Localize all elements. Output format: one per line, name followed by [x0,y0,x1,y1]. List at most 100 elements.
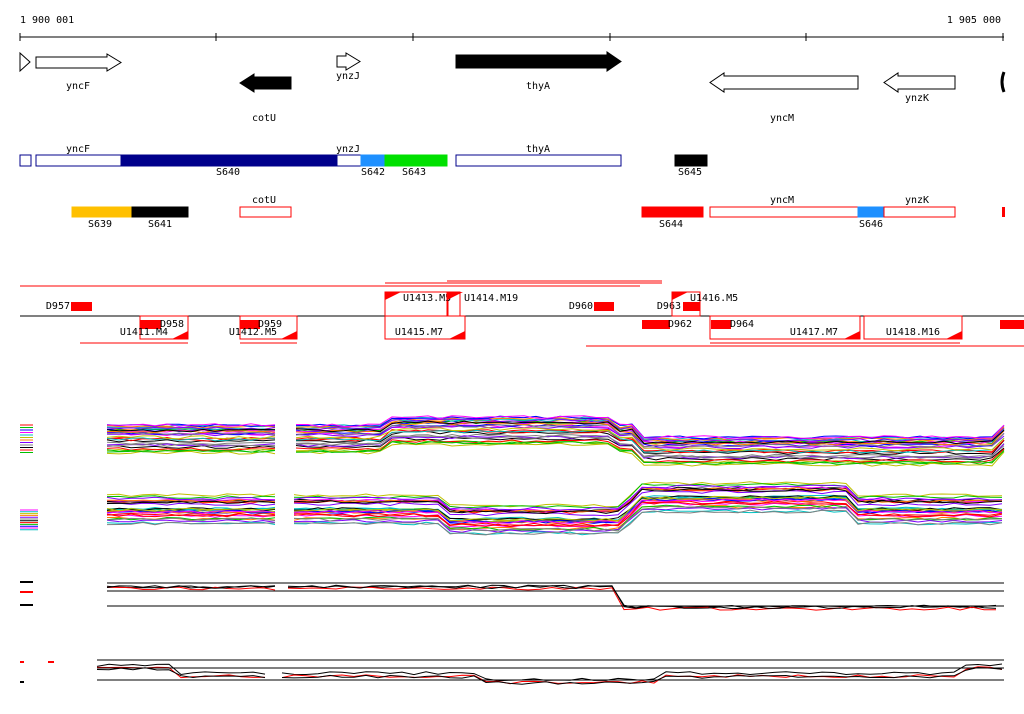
trace [293,505,1003,532]
feature-block [642,320,670,329]
label: D962 [668,319,692,330]
feature-corner [946,331,962,339]
label: D963 [657,301,681,312]
trace [293,481,1003,508]
trace [293,484,1003,511]
trace [295,423,1005,448]
gene-arrow [455,51,622,72]
feature-box [239,315,298,340]
trace [281,666,1003,685]
label: ynzK [905,93,929,104]
trace [295,429,1005,454]
feature-box [863,315,963,340]
label: S640 [216,167,240,178]
trace [106,502,276,507]
trace [295,427,1005,452]
label: S641 [148,219,172,230]
segment [336,154,362,167]
trace [295,418,1005,443]
trace [106,509,276,513]
feature-box [139,315,189,340]
trace [294,509,1003,536]
label: D959 [258,319,282,330]
gene-arrow [1000,71,1006,93]
segment [674,154,708,167]
segment [120,154,338,167]
label: U1412.M5 [229,327,277,338]
label: S643 [402,167,426,178]
trace [295,435,1005,459]
feature-box [709,315,861,340]
trace [106,493,276,497]
label: U1418.M16 [886,327,940,338]
trace [106,507,276,512]
feature-block [140,320,161,329]
end-coordinate: 1 905 000 [947,15,1001,26]
label: U1415.M7 [395,327,443,338]
gene-arrow [336,52,361,71]
gene-arrow [883,72,956,93]
trace [106,585,276,589]
gene-arrow [709,72,859,93]
trace [106,445,276,449]
label: U1411.M4 [120,327,168,338]
label: S646 [859,219,883,230]
feature-corner [844,331,860,339]
trace [293,490,1003,517]
trace [106,447,276,451]
feature-block [683,302,700,311]
label: ynzK [905,195,929,206]
label: yncM [770,195,794,206]
trace [106,517,276,522]
label: U1416.M5 [690,293,738,304]
trace [96,667,266,679]
trace [295,421,1005,446]
trace [106,449,276,453]
feature-corner [672,292,688,300]
label: yncF [66,81,90,92]
segment [131,206,189,218]
trace [96,663,266,676]
trace [293,483,1003,509]
label: U1413.M5 [403,293,451,304]
label: thyA [526,144,550,155]
label: D958 [160,319,184,330]
trace [106,507,276,511]
segment [1002,207,1005,217]
trace [293,488,1003,515]
trace [106,435,276,440]
trace [295,415,1005,440]
feature-corner [385,292,401,300]
feature-corner [449,331,465,339]
trace [106,439,276,443]
trace [106,500,276,504]
trace [106,437,276,442]
segment [641,206,704,218]
feature-block [240,320,260,329]
trace [295,423,1005,448]
trace [296,415,1005,440]
label: D960 [569,301,593,312]
feature-block [1000,320,1024,329]
trace [106,450,276,455]
label: U1414.M19 [464,293,518,304]
label: thyA [526,81,550,92]
trace [296,442,1005,467]
trace [106,521,276,526]
segment [71,206,133,218]
label: S644 [659,219,683,230]
trace [106,431,276,436]
trace [293,498,1003,524]
segment [384,154,448,167]
label: D957 [46,301,70,312]
trace [293,495,1003,522]
trace [106,442,275,447]
segment [19,154,32,167]
feature-corner [281,331,297,339]
trace [281,663,1003,682]
label: ynzJ [336,71,360,82]
label: yncF [66,144,90,155]
segment [35,154,122,167]
